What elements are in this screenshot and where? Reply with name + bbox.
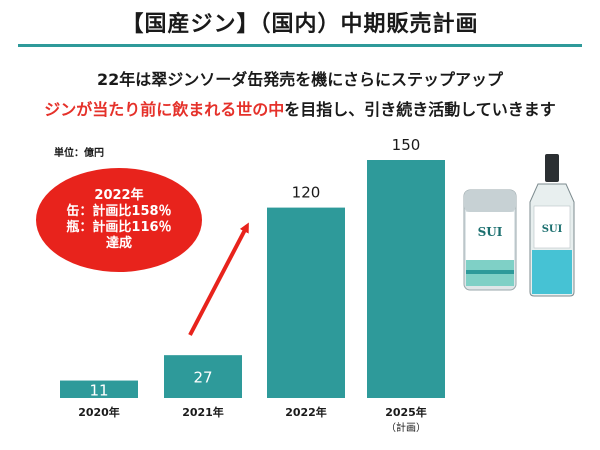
- can-image: SUI: [463, 189, 517, 291]
- x-tick-label-0: 2020年: [78, 405, 120, 419]
- bar-0: [60, 380, 138, 398]
- subtitle-rest: を目指し、引き続き活動していきます: [284, 100, 556, 119]
- x-tick-label-1: 2021年: [182, 405, 224, 419]
- x-tick-note-3: （計画）: [386, 421, 426, 434]
- callout-year: 2022年: [94, 188, 144, 203]
- callout-bottle: 瓶：計画比116％: [66, 220, 172, 235]
- bottle-image: SUI: [529, 154, 575, 297]
- x-tick-label-3: 2025年: [385, 405, 427, 419]
- bar-1: [164, 355, 242, 398]
- bar-value-label-3: 150: [392, 136, 421, 154]
- product-image: SUI SUI: [463, 154, 575, 297]
- bars-group: 11 2020年 27 2021年 120 2022年 150 2025年 （計画）: [60, 136, 445, 434]
- achievement-callout: 2022年 缶：計画比158％ 瓶：計画比116％ 達成: [36, 168, 202, 272]
- subtitle-line-1: 22年は翠ジンソーダ缶発売を機にさらにステップアップ: [97, 70, 503, 89]
- subtitle-highlight: ジンが当たり前に飲まれる世の中: [44, 100, 285, 119]
- growth-arrow: [188, 222, 249, 336]
- slide-title: 【国産ジン】（国内）中期販売計画: [121, 12, 479, 37]
- title-divider: [18, 44, 582, 47]
- can-brand-text: SUI: [478, 225, 503, 239]
- bar-value-label-1: 27: [193, 369, 212, 387]
- unit-label: 単位：億円: [54, 148, 104, 159]
- bar-value-label-2: 120: [292, 184, 321, 202]
- bottle-brand-text: SUI: [542, 224, 563, 235]
- bar-value-label-0: 11: [89, 381, 108, 399]
- x-tick-label-2: 2022年: [285, 405, 327, 419]
- subtitle-line-2: ジンが当たり前に飲まれる世の中を目指し、引き続き活動していきます: [0, 96, 600, 120]
- callout-achieved: 達成: [105, 236, 132, 251]
- bar-3: [367, 160, 445, 398]
- callout-can: 缶：計画比158％: [66, 204, 172, 219]
- bar-2: [267, 207, 345, 398]
